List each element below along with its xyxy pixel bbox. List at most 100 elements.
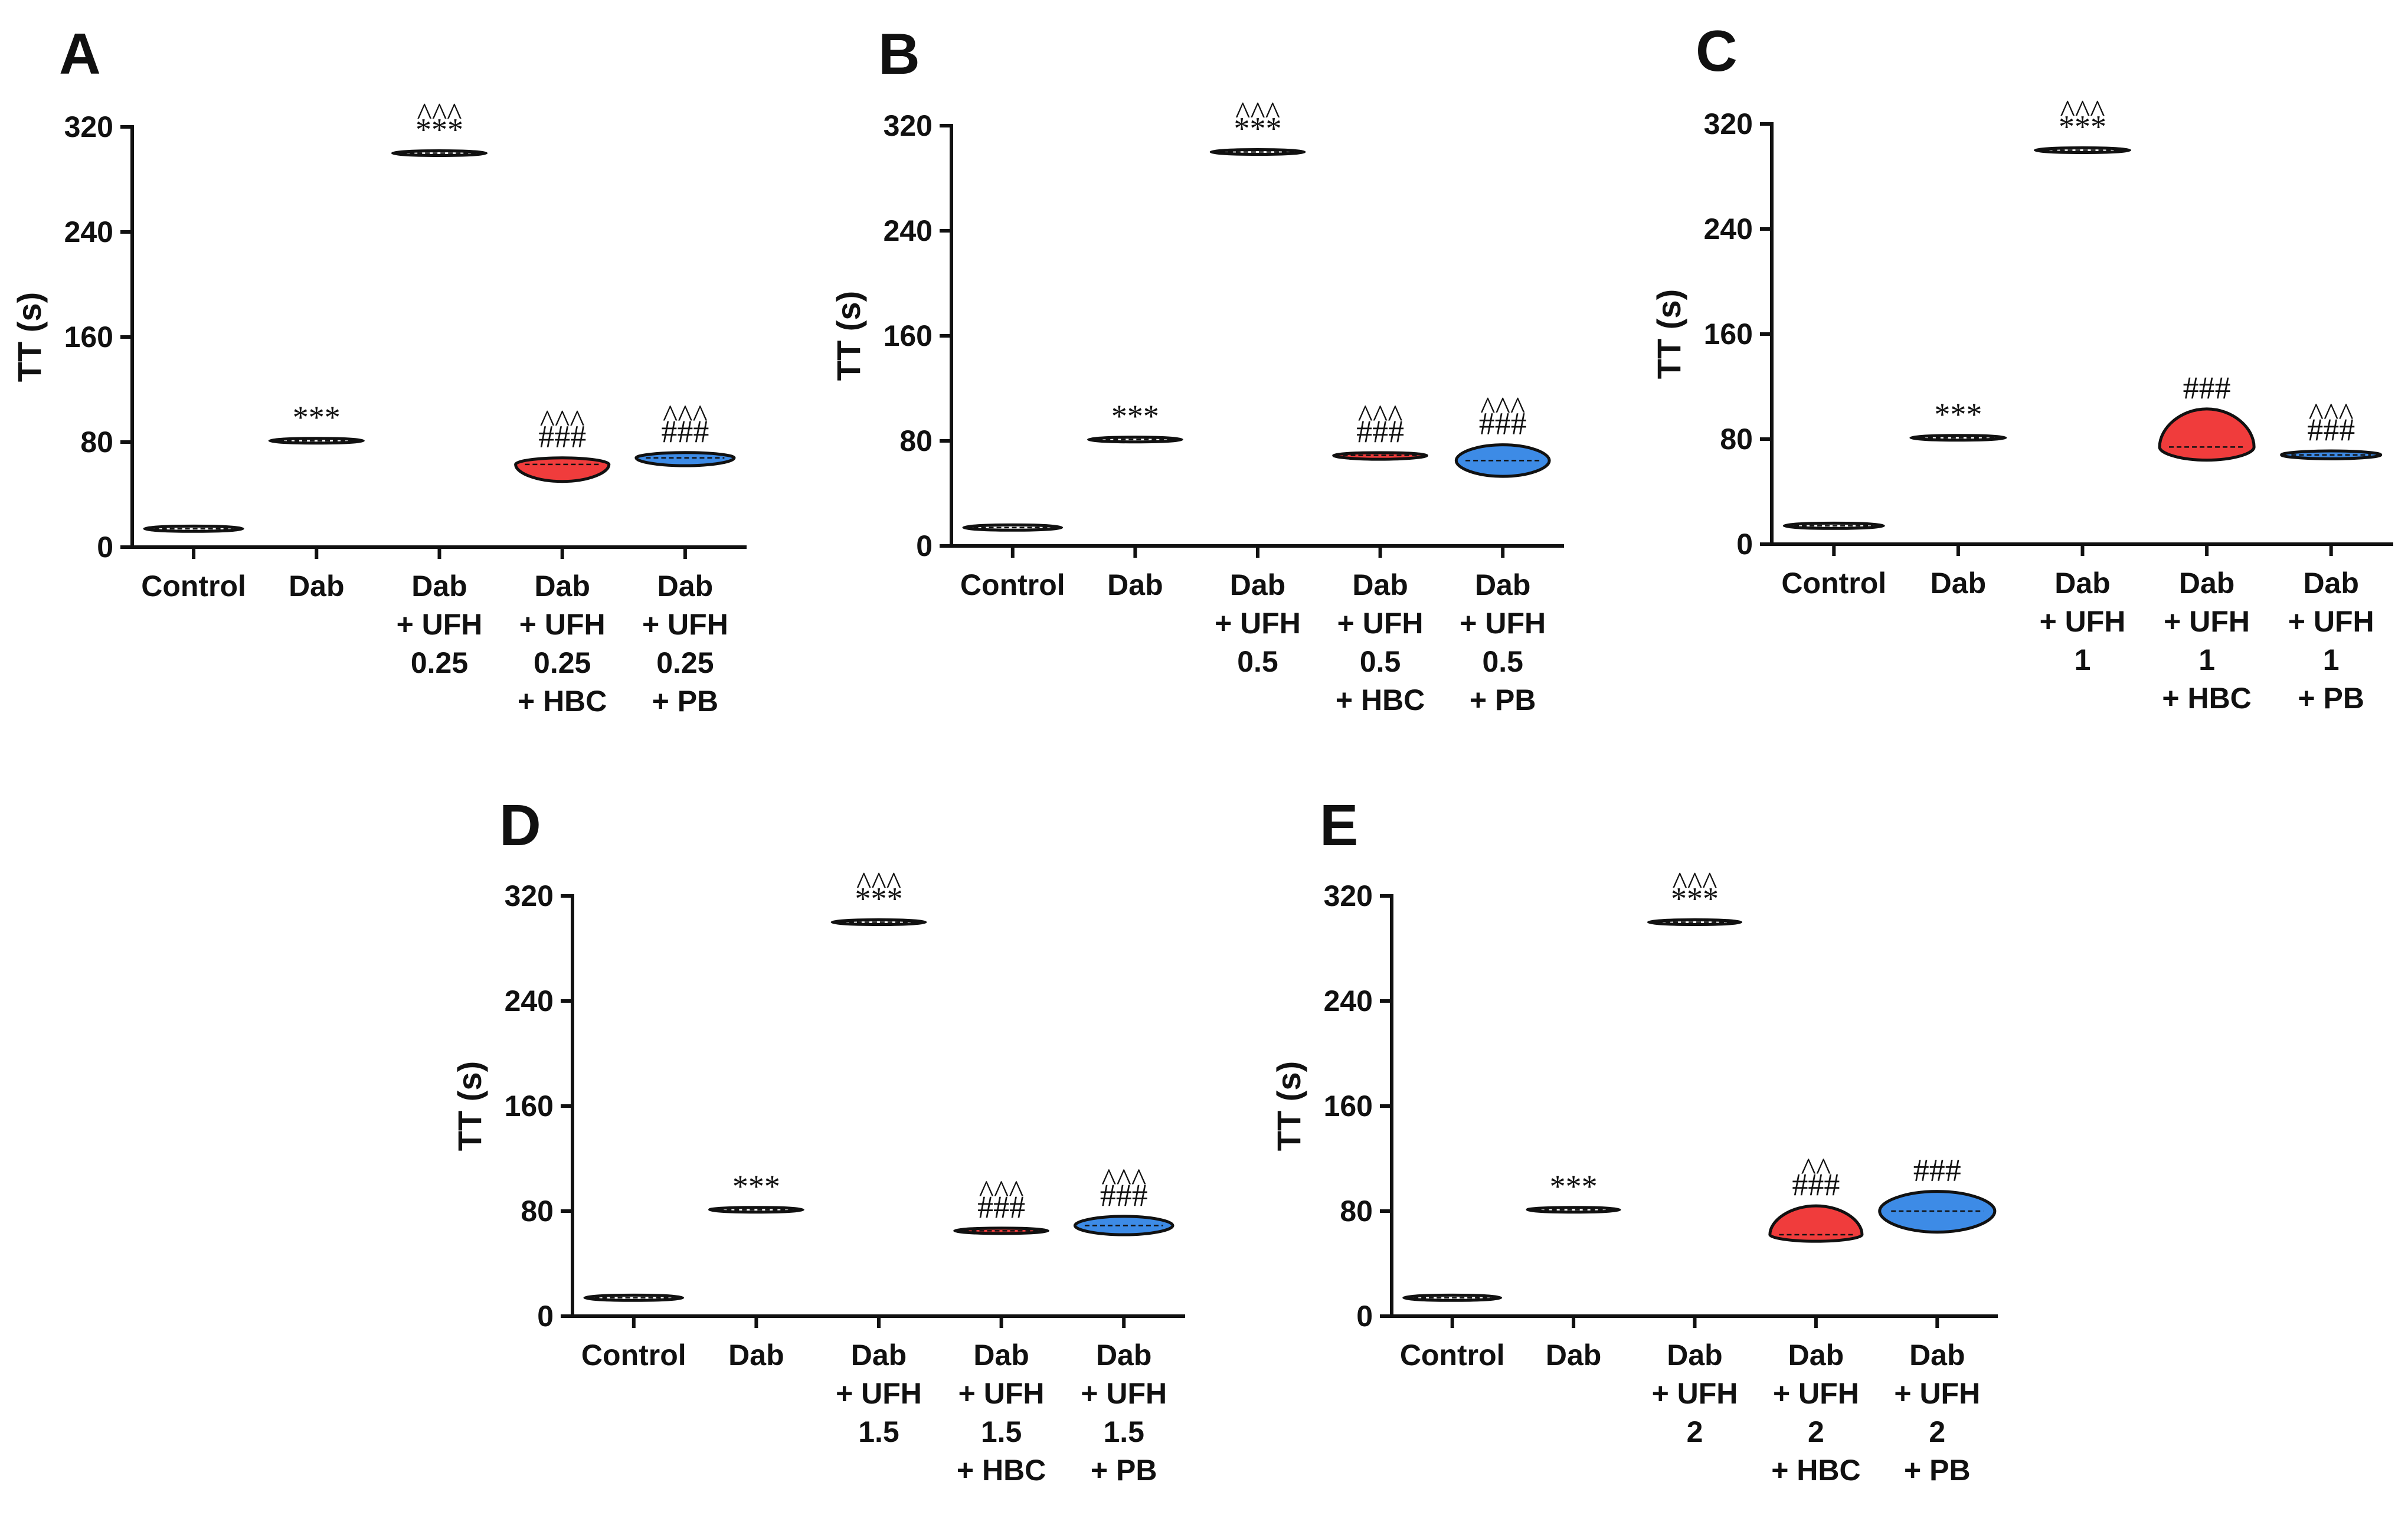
significance-marker: *** [1111, 398, 1159, 434]
violin-ufh [2033, 146, 2132, 155]
category-label: Dab [1096, 1339, 1151, 1372]
violin-hbc [514, 456, 611, 483]
category-label: 1.5 [981, 1415, 1022, 1448]
category-label: Dab [851, 1339, 907, 1372]
category-label: + UFH [2164, 605, 2250, 638]
category-label: + UFH [519, 608, 606, 641]
violin-ufh [830, 918, 927, 927]
category-label: + UFH [2040, 605, 2126, 638]
category-label: Dab [289, 570, 344, 603]
violin-ufh [1647, 918, 1743, 927]
category-label: 0.5 [1482, 645, 1523, 678]
significance-marker: ### [1100, 1177, 1148, 1213]
significance-marker: ### [538, 419, 586, 454]
significance-marker: *** [415, 112, 463, 148]
violin-ufh [391, 149, 488, 158]
panel-label: B [878, 21, 920, 86]
category-label: + UFH [1081, 1377, 1167, 1410]
y-tick-label: 0 [1356, 1300, 1373, 1333]
category-label: + UFH [1460, 607, 1546, 640]
significance-marker: ^^^ [1358, 398, 1403, 434]
category-label: + UFH [1652, 1377, 1738, 1410]
panel-label: A [59, 21, 101, 86]
category-label: Dab [1909, 1339, 1965, 1372]
category-label: + UFH [1215, 607, 1301, 640]
y-tick-label: 240 [1324, 984, 1373, 1018]
significance-marker: ^^^ [2309, 397, 2354, 432]
significance-marker: ### [1792, 1167, 1840, 1202]
significance-marker: ^^^ [1101, 1162, 1146, 1198]
y-axis-title: TT (s) [11, 292, 48, 382]
y-axis-title: TT (s) [830, 291, 867, 381]
y-tick-label: 320 [1704, 107, 1753, 140]
y-axis-title: TT (s) [451, 1061, 488, 1151]
category-label: Dab [1931, 567, 1986, 600]
category-label: + UFH [397, 608, 483, 641]
significance-marker: ^^^ [979, 1174, 1024, 1209]
category-label: Dab [1788, 1339, 1844, 1372]
category-label: Dab [1107, 568, 1163, 601]
y-tick-label: 160 [505, 1090, 554, 1123]
significance-marker: ^^^ [540, 404, 585, 439]
y-tick-label: 320 [505, 879, 554, 912]
y-tick-label: 160 [884, 319, 933, 352]
category-label: + UFH [1773, 1377, 1859, 1410]
category-label: Dab [411, 570, 467, 603]
category-label: Control [141, 570, 246, 603]
significance-marker: ### [2307, 412, 2355, 447]
violin-ufh [1209, 148, 1306, 156]
category-label: Dab [973, 1339, 1029, 1372]
category-label: Dab [1546, 1339, 1601, 1372]
significance-marker: ^^^ [663, 398, 708, 434]
significance-marker: ^^^ [1235, 96, 1280, 131]
panel-label: D [499, 793, 541, 858]
violin-dab [1909, 434, 2007, 442]
y-tick-label: 0 [916, 529, 933, 562]
significance-marker: *** [1234, 111, 1282, 146]
significance-marker: *** [1671, 881, 1719, 917]
y-axis-title: TT (s) [1650, 289, 1687, 379]
category-label: + UFH [1894, 1377, 1980, 1410]
y-axis-title: TT (s) [1270, 1061, 1307, 1151]
category-label: + HBC [2162, 682, 2251, 715]
y-tick-label: 240 [1704, 212, 1753, 246]
significance-marker: *** [855, 881, 903, 917]
y-tick-label: 320 [884, 109, 933, 142]
y-tick-label: 240 [505, 984, 554, 1018]
category-label: 1.5 [858, 1415, 899, 1448]
significance-marker: *** [732, 1169, 780, 1204]
category-label: 1 [2198, 643, 2215, 676]
category-label: 0.25 [534, 646, 591, 679]
significance-marker: ^^^ [1672, 866, 1717, 901]
category-label: Control [1781, 567, 1886, 600]
violin-hbc [1768, 1204, 1864, 1243]
category-label: Dab [1667, 1339, 1722, 1372]
category-label: + PB [1091, 1454, 1157, 1487]
category-label: + HBC [1771, 1454, 1860, 1487]
y-tick-label: 0 [1736, 528, 1753, 561]
y-tick-label: 160 [64, 320, 113, 354]
category-label: Dab [657, 570, 713, 603]
category-label: + UFH [2288, 605, 2374, 638]
y-tick-label: 240 [64, 215, 113, 248]
category-label: + PB [1470, 683, 1536, 717]
significance-marker: *** [2059, 109, 2106, 145]
significance-marker: *** [293, 400, 341, 435]
category-label: 0.5 [1237, 645, 1278, 678]
category-label: Control [581, 1339, 686, 1372]
y-tick-label: 240 [884, 214, 933, 247]
category-label: 1 [2075, 643, 2091, 676]
category-label: Dab [534, 570, 590, 603]
category-label: Control [960, 568, 1065, 601]
category-label: + HBC [518, 685, 607, 718]
category-label: + UFH [642, 608, 728, 641]
y-tick-label: 160 [1324, 1090, 1373, 1123]
category-label: Dab [2303, 567, 2358, 600]
significance-marker: ### [1913, 1153, 1961, 1188]
y-tick-label: 80 [80, 426, 113, 459]
